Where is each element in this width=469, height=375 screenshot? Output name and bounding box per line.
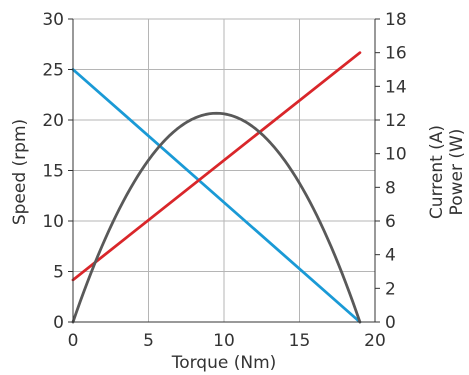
x-tick-label-1: 5 xyxy=(143,331,154,351)
y-right-tick-label-3: 6 xyxy=(385,212,396,232)
y-right-tick-label-9: 18 xyxy=(385,10,407,30)
y-left-tick-label-6: 30 xyxy=(42,10,64,30)
x-tick-label-0: 0 xyxy=(68,331,79,351)
y-axis-left-title: Speed (rpm) xyxy=(10,119,30,225)
y-left-tick-label-1: 5 xyxy=(53,263,64,283)
y-right-tick-label-0: 0 xyxy=(385,313,396,333)
power-curve xyxy=(71,111,362,324)
y-left-tick-label-0: 0 xyxy=(53,313,64,333)
y-axis-right-title-current: Current (A) xyxy=(427,125,447,219)
grid xyxy=(72,18,376,323)
x-tick-label-2: 10 xyxy=(213,331,235,351)
y-left-tick-label-3: 15 xyxy=(42,162,64,182)
x-axis-title: Torque (Nm) xyxy=(171,353,277,373)
y-left-tick-label-4: 20 xyxy=(42,111,64,131)
speed-line xyxy=(71,68,362,324)
y-left-tick-label-2: 10 xyxy=(42,212,64,232)
axes xyxy=(68,18,380,323)
series-layer xyxy=(71,51,362,324)
y-right-tick-label-2: 4 xyxy=(385,246,396,266)
current-line xyxy=(71,51,362,282)
y-right-tick-label-4: 8 xyxy=(385,178,396,198)
y-axis-right-title-power: Power (W) xyxy=(447,129,467,216)
x-tick-label-4: 20 xyxy=(364,331,386,351)
y-right-tick-label-8: 16 xyxy=(385,44,407,64)
x-tick-label-3: 15 xyxy=(289,331,311,351)
y-right-tick-label-7: 14 xyxy=(385,77,407,97)
y-right-tick-label-5: 10 xyxy=(385,145,407,165)
y-right-tick-label-1: 2 xyxy=(385,279,396,299)
y-left-tick-label-5: 25 xyxy=(42,61,64,81)
y-right-tick-label-6: 12 xyxy=(385,111,407,131)
